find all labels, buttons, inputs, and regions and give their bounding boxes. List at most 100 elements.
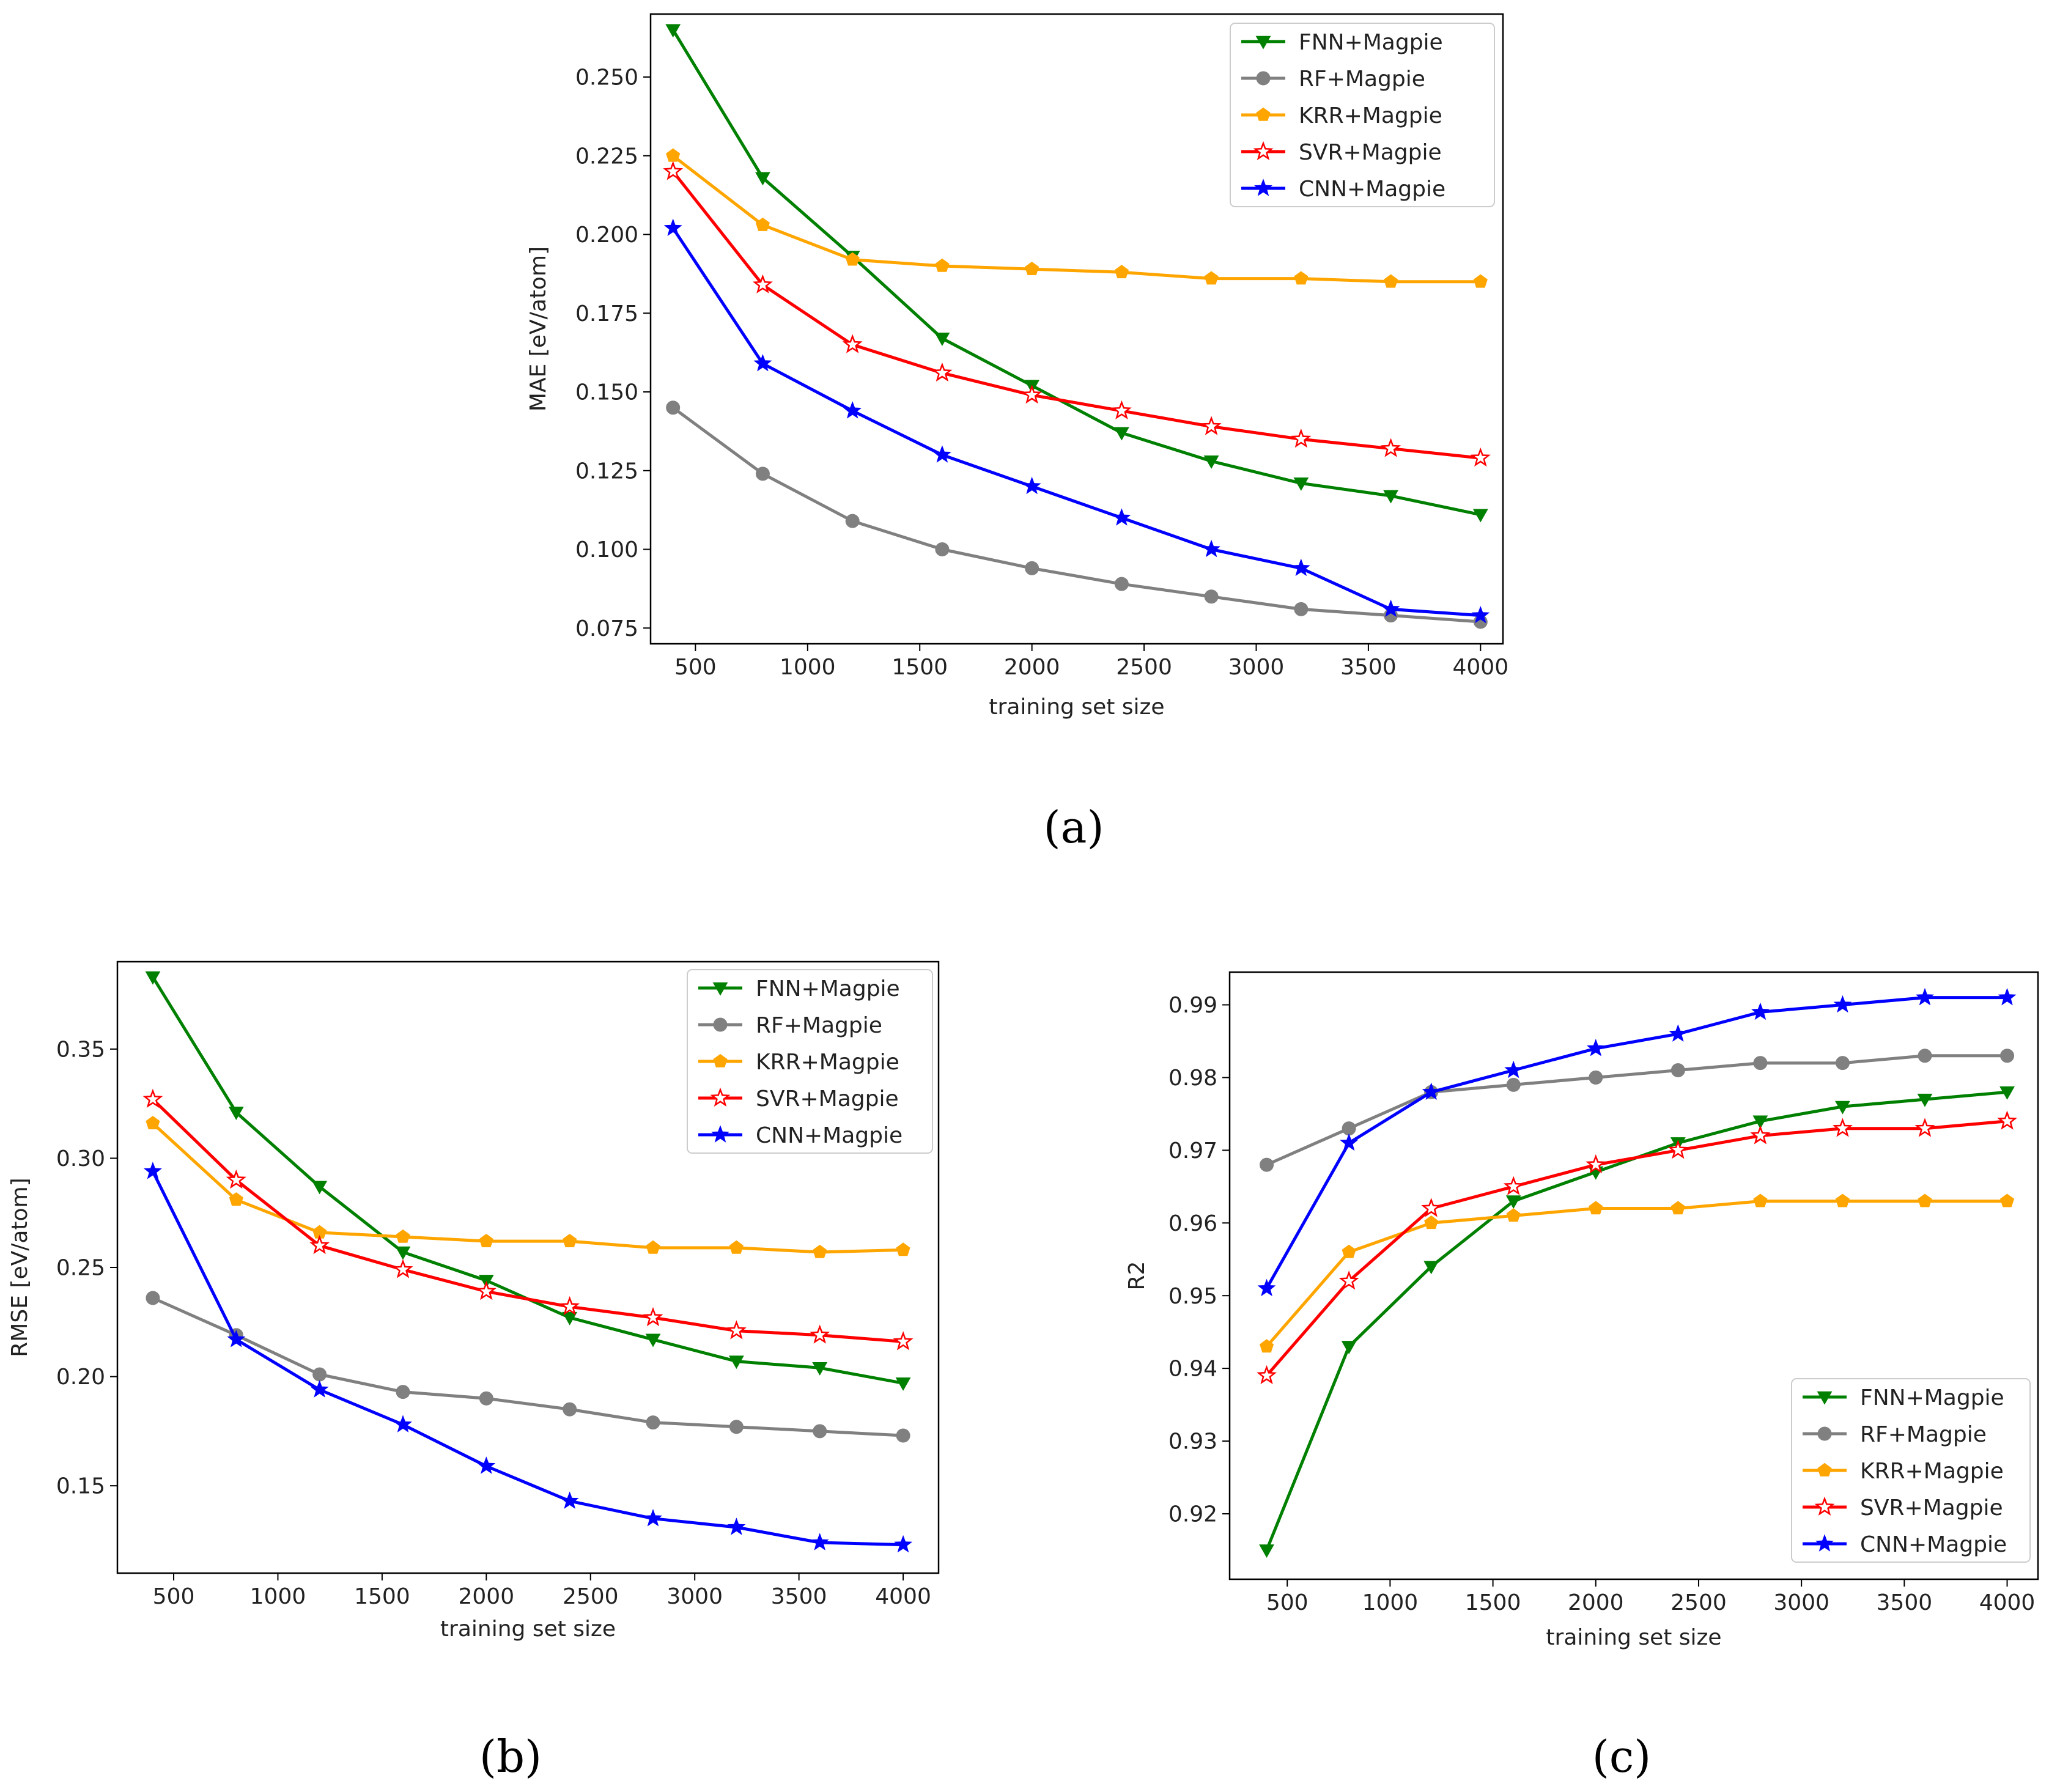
legend-label: RF+Magpie: [1860, 1422, 1987, 1447]
data-point: [755, 466, 770, 481]
legend: FNN+Magpie RF+Magpie KRR+Magpie SVR+Magpie C…: [1791, 1378, 2031, 1563]
data-point: [645, 1333, 661, 1348]
data-point: [1503, 1176, 1524, 1195]
data-point: [1506, 1077, 1521, 1092]
data-point: [1025, 261, 1039, 275]
series-line: [671, 170, 1481, 460]
data-point: [752, 274, 773, 293]
data-point: [755, 217, 770, 231]
x-tick-label: 500: [674, 655, 717, 680]
legend: FNN+Magpie RF+Magpie KRR+Magpie SVR+Magpie C…: [687, 969, 933, 1154]
data-point: [1999, 1086, 2015, 1100]
legend-label: CNN+Magpie: [1860, 1532, 2007, 1557]
legend-label: RF+Magpie: [756, 1013, 882, 1038]
panel-label: (c): [1592, 1731, 1652, 1782]
data-point: [1671, 1201, 1685, 1215]
x-tick-label: 3500: [1877, 1590, 1933, 1615]
x-tick-label: 4000: [1453, 655, 1509, 680]
data-point: [1384, 274, 1398, 288]
data-point: [1671, 1063, 1685, 1078]
legend-label: SVR+Magpie: [756, 1086, 899, 1112]
x-tick-label: 1500: [1465, 1590, 1521, 1615]
x-axis-label: training set size: [989, 695, 1164, 720]
x-tick-label: 3500: [771, 1584, 827, 1609]
x-tick-label: 1000: [780, 655, 836, 680]
panel-label: (b): [479, 1731, 542, 1782]
data-point: [896, 1242, 910, 1256]
data-point: [935, 258, 950, 272]
data-point: [1916, 987, 1934, 1006]
data-point: [1338, 1270, 1359, 1290]
legend-marker: [1256, 71, 1271, 86]
data-point: [663, 161, 684, 180]
legend-marker: [1817, 1462, 1832, 1477]
data-point: [935, 542, 950, 556]
legend-marker: [1817, 1391, 1833, 1405]
data-point: [146, 1291, 160, 1305]
x-tick-label: 1500: [354, 1584, 410, 1609]
data-point: [394, 1415, 412, 1432]
data-point: [812, 1362, 828, 1376]
data-point: [895, 1377, 911, 1391]
legend: FNN+Magpie RF+Magpie KRR+Magpie SVR+Magpie C…: [1230, 23, 1495, 207]
data-point: [560, 1491, 579, 1509]
data-point: [1294, 602, 1309, 616]
y-tick-label: 0.99: [1168, 993, 1217, 1018]
data-point: [1835, 1056, 1850, 1071]
data-point: [1506, 1208, 1521, 1222]
data-point: [1112, 508, 1131, 526]
data-point: [1424, 1215, 1439, 1230]
chart-a: 500 1000 1500 2000 2500 3000 3500 4000 0.075 0.10…: [526, 13, 1509, 853]
y-tick-label: 0.100: [575, 537, 638, 562]
y-tick-label: 0.94: [1168, 1357, 1217, 1382]
y-tick-label: 0.200: [575, 223, 638, 248]
y-axis-label: MAE [eV/atom]: [526, 246, 551, 411]
data-point: [1750, 1125, 1771, 1145]
y-tick-label: 0.35: [56, 1037, 105, 1062]
x-tick-label: 1000: [1362, 1590, 1419, 1615]
data-point: [1998, 987, 2017, 1006]
y-axis-label: RMSE [eV/atom]: [7, 1178, 32, 1357]
plot-frame: [649, 13, 1504, 645]
chart-c: 500 1000 1500 2000 2500 3000 3500 4000 0.92 0.93 0…: [1124, 971, 2039, 1782]
y-tick-label: 0.97: [1168, 1138, 1217, 1163]
data-point: [396, 1229, 410, 1243]
data-point: [1667, 1140, 1688, 1159]
data-point: [727, 1517, 746, 1535]
legend-label: FNN+Magpie: [1860, 1385, 2004, 1410]
data-point: [845, 252, 860, 266]
series-line: [1265, 1119, 2007, 1377]
legend-marker: [711, 1125, 729, 1143]
data-point: [1260, 1339, 1274, 1353]
data-point: [2000, 1193, 2015, 1208]
data-point: [1203, 455, 1219, 469]
data-point: [1669, 1024, 1688, 1042]
legend-marker: [713, 1053, 728, 1067]
data-point: [1421, 1198, 1442, 1217]
data-point: [479, 1233, 493, 1247]
series-line: [152, 1122, 904, 1254]
data-point: [1291, 558, 1310, 577]
data-point: [2000, 1049, 2015, 1063]
series-line: [1266, 1054, 2007, 1167]
legend-label: RF+Magpie: [1299, 67, 1425, 92]
y-tick-label: 0.25: [56, 1256, 105, 1281]
data-point: [843, 401, 862, 419]
legend-marker: [1814, 1496, 1835, 1516]
y-tick-label: 0.96: [1168, 1211, 1217, 1236]
data-point: [226, 1169, 246, 1189]
legend-marker: [1254, 179, 1272, 196]
y-tick-label: 0.175: [575, 301, 638, 326]
x-tick-label: 2500: [1671, 1590, 1727, 1615]
data-point: [1586, 1154, 1606, 1174]
x-tick-label: 500: [1266, 1590, 1309, 1615]
legend-box: [1230, 23, 1495, 207]
data-point: [1589, 1201, 1603, 1215]
data-point: [1473, 274, 1488, 288]
series-fnn-magpie: [665, 24, 1488, 523]
data-point: [1586, 1039, 1605, 1056]
data-point: [643, 1307, 663, 1327]
data-point: [476, 1280, 497, 1300]
series-rf-magpie: [146, 1291, 910, 1443]
